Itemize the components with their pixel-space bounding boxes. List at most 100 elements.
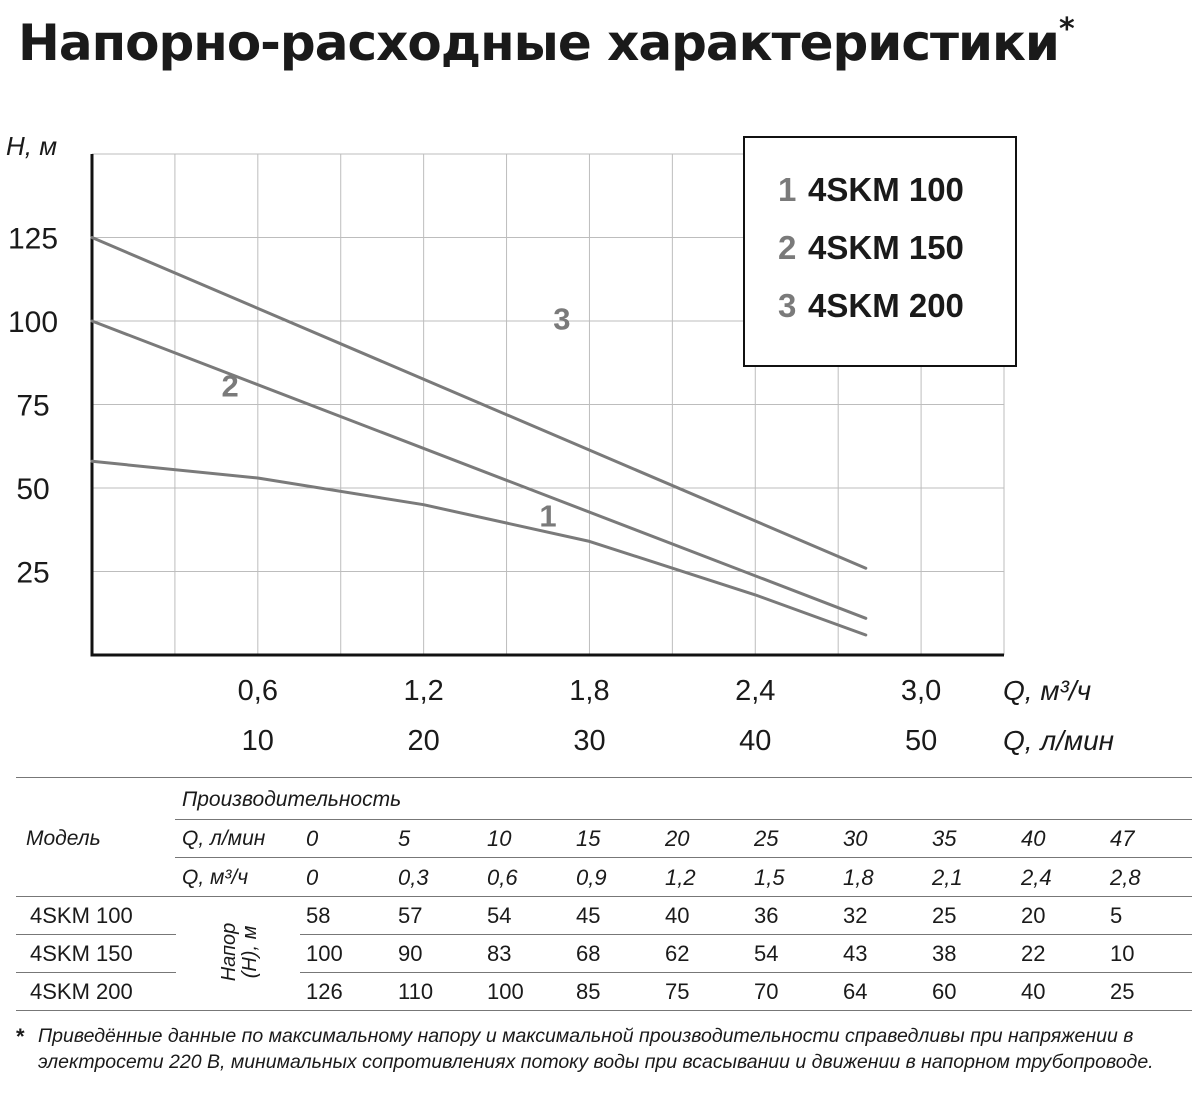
x2-tick-label: 20: [408, 725, 440, 757]
productivity-header: Производительность: [182, 788, 402, 811]
model-cell: 4SKM 100: [30, 903, 133, 928]
footnote-mark: *: [16, 1024, 25, 1049]
head-value-cell: 43: [843, 941, 868, 966]
x-tick-label: 3,0: [901, 675, 941, 707]
q-m3h-cell: 0,6: [487, 865, 518, 890]
q-m3h-header: Q, м³/ч: [182, 866, 249, 889]
head-value-cell: 10: [1110, 941, 1135, 966]
legend-box: [743, 136, 1017, 367]
head-value-cell: 90: [398, 941, 423, 966]
x2-tick-label: 30: [573, 725, 605, 757]
legend-number: 1: [778, 171, 796, 208]
q-lmin-cell: 30: [843, 826, 868, 851]
q-m3h-cell: 0,3: [398, 865, 429, 890]
table-rule: [16, 972, 176, 973]
q-m3h-cell: 2,8: [1110, 865, 1141, 890]
title-footnote-mark: *: [1058, 12, 1075, 47]
x2-axis-label: Q, л/мин: [1003, 725, 1114, 756]
legend-label: 4SKM 150: [808, 229, 964, 266]
table-rule: [16, 934, 176, 935]
q-m3h-cell: 0,9: [576, 865, 607, 890]
q-lmin-cell: 20: [665, 826, 690, 851]
table-rule: [300, 972, 1192, 973]
legend-label: 4SKM 100: [808, 171, 964, 208]
table-rule: [175, 819, 1192, 820]
series-2-label: 2: [222, 368, 239, 403]
q-lmin-header: Q, л/мин: [182, 827, 266, 850]
head-value-cell: 45: [576, 903, 601, 928]
head-value-cell: 25: [1110, 979, 1135, 1004]
head-value-cell: 64: [843, 979, 868, 1004]
head-value-cell: 126: [306, 979, 343, 1004]
y-tick-label: 25: [16, 557, 49, 590]
series-2-line: [90, 319, 868, 620]
q-m3h-cell: 1,5: [754, 865, 785, 890]
x-tick-label: 1,2: [403, 675, 443, 707]
table-top-rule: [16, 777, 1192, 778]
head-value-cell: 70: [754, 979, 779, 1004]
x-tick-label: 2,4: [735, 675, 775, 707]
x-tick-label: 0,6: [238, 675, 278, 707]
head-value-cell: 68: [576, 941, 601, 966]
head-value-cell: 100: [306, 941, 343, 966]
head-value-cell: 32: [843, 903, 868, 928]
series-3-line: [90, 236, 868, 570]
model-cell: 4SKM 150: [30, 941, 133, 966]
head-value-cell: 58: [306, 903, 331, 928]
q-lmin-cell: 40: [1021, 826, 1046, 851]
head-value-cell: 36: [754, 903, 779, 928]
pump-performance-chart: 1 2 3 125 100 75 50 25 H, м 0,6 10 1,2 20 1,8 30 2,4 40 3…: [6, 131, 1114, 757]
head-value-cell: 75: [665, 979, 690, 1004]
table-rule: [175, 857, 1192, 858]
head-value-cell: 83: [487, 941, 512, 966]
y-tick-label: 100: [8, 306, 58, 339]
y-axis-label: H, м: [6, 131, 57, 161]
q-lmin-cell: 35: [932, 826, 957, 851]
head-value-cell: 20: [1021, 903, 1046, 928]
head-value-cell: 60: [932, 979, 957, 1004]
head-value-cell: 25: [932, 903, 957, 928]
legend-number: 2: [778, 229, 796, 266]
head-value-cell: 85: [576, 979, 601, 1004]
q-lmin-cell: 25: [754, 826, 779, 851]
footnote-text: Приведённые данные по максимальному напо…: [38, 1025, 1154, 1073]
q-lmin-cell: 5: [398, 826, 411, 851]
head-value-cell: 38: [932, 941, 957, 966]
x2-tick-label: 40: [739, 725, 771, 757]
table-bottom-rule: [16, 1010, 1192, 1011]
model-cell: 4SKM 200: [30, 979, 133, 1004]
q-lmin-cell: 0: [306, 826, 319, 851]
head-value-cell: 100: [487, 979, 524, 1004]
series-3-label: 3: [553, 302, 570, 337]
head-value-cell: 54: [487, 903, 512, 928]
q-m3h-cell: 0: [306, 865, 319, 890]
y-tick-label: 75: [16, 390, 49, 423]
head-value-cell: 5: [1110, 903, 1123, 928]
x2-tick-label: 10: [242, 725, 274, 757]
chart-title: Напорно-расходные характеристики*: [18, 12, 1075, 72]
table-rule: [16, 896, 1192, 897]
x-axis-label: Q, м³/ч: [1003, 675, 1091, 706]
x2-tick-label: 50: [905, 725, 937, 757]
head-value-cell: 40: [1021, 979, 1046, 1004]
footnote: * Приведённые данные по максимальному на…: [16, 1024, 1186, 1075]
q-lmin-cell: 10: [487, 826, 512, 851]
y-tick-label: 50: [16, 473, 49, 506]
series-1-line: [90, 459, 868, 637]
q-m3h-cell: 1,8: [843, 865, 874, 890]
legend-label: 4SKM 200: [808, 287, 964, 324]
head-value-cell: 62: [665, 941, 690, 966]
legend-number: 3: [778, 287, 796, 324]
q-m3h-cell: 2,1: [932, 865, 963, 890]
q-m3h-cell: 1,2: [665, 865, 696, 890]
head-value-cell: 54: [754, 941, 779, 966]
head-value-cell: 22: [1021, 941, 1046, 966]
model-header: Модель: [26, 827, 101, 850]
x-tick-label: 1,8: [569, 675, 609, 707]
q-lmin-cell: 15: [576, 826, 601, 851]
head-column-label: Напор (H), м: [218, 922, 261, 982]
head-value-cell: 57: [398, 903, 423, 928]
q-m3h-cell: 2,4: [1021, 865, 1052, 890]
head-value-cell: 110: [398, 979, 434, 1004]
